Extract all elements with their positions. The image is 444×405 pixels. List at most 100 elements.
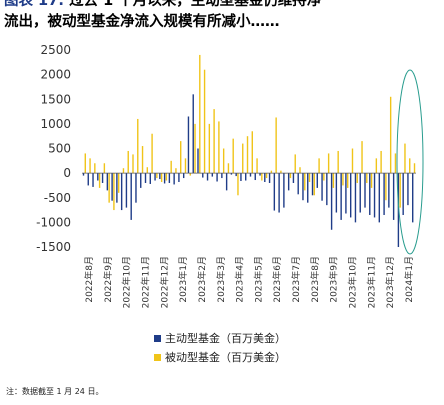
legend-label-passive: 被动型基金（百万美金） xyxy=(165,350,286,364)
passive-fund-bar xyxy=(141,146,144,174)
active-fund-bar xyxy=(197,148,199,174)
active-fund-bar xyxy=(221,173,223,179)
passive-fund-bar xyxy=(404,143,406,174)
footnote: 注：数据截至 1 月 24 日。 xyxy=(6,387,104,396)
active-fund-bar xyxy=(345,173,347,214)
passive-fund-bar xyxy=(84,153,86,174)
passive-fund-bar xyxy=(208,123,211,174)
active-fund-bar xyxy=(97,173,99,181)
x-tick-label: 2024年1月 xyxy=(403,256,415,303)
figure-label: 图表 17: xyxy=(4,0,65,9)
active-fund-bar xyxy=(144,173,147,183)
active-fund-bar xyxy=(249,173,252,177)
passive-fund-bar xyxy=(270,170,273,174)
active-fund-bar xyxy=(287,173,290,191)
active-fund-bar xyxy=(168,173,171,183)
passive-fund-bar xyxy=(361,141,363,174)
active-fund-bar xyxy=(130,173,132,220)
active-fund-bar xyxy=(364,173,366,208)
passive-fund-bar xyxy=(184,158,187,174)
active-fund-bar xyxy=(412,173,414,223)
x-tick-label: 2023年10月 xyxy=(347,256,359,308)
y-tick-label: 2500 xyxy=(40,43,71,57)
passive-fund-bar xyxy=(289,173,292,179)
legend-swatch-passive xyxy=(154,354,161,361)
active-fund-bar xyxy=(402,173,404,215)
passive-fund-bar xyxy=(199,54,201,174)
x-tick-label: 2022年12月 xyxy=(158,256,170,308)
active-fund-bar xyxy=(216,173,218,182)
y-tick-label: 1500 xyxy=(40,92,71,106)
passive-fund-bar xyxy=(117,173,120,193)
passive-fund-bar xyxy=(323,173,325,181)
x-tick-label: 2023年5月 xyxy=(252,256,264,303)
x-tick-label: 2023年4月 xyxy=(234,256,246,303)
passive-fund-bar xyxy=(237,173,239,196)
active-fund-bar xyxy=(149,173,151,184)
passive-fund-bar xyxy=(222,148,225,174)
passive-fund-bar xyxy=(137,118,139,174)
passive-fund-bar xyxy=(342,173,344,186)
x-tick-label: 2023年7月 xyxy=(290,256,302,303)
passive-fund-bar xyxy=(108,173,110,203)
x-tick-label: 2022年10月 xyxy=(121,256,133,308)
passive-fund-bar xyxy=(132,154,134,174)
x-tick-label: 2023年12月 xyxy=(384,256,396,308)
passive-fund-bar xyxy=(327,153,330,174)
passive-fund-bar xyxy=(170,160,172,174)
x-tick-label: 2023年8月 xyxy=(309,256,321,303)
highlight-ellipse xyxy=(396,69,424,255)
active-fund-bar xyxy=(349,173,352,218)
active-fund-bar xyxy=(92,173,94,187)
active-fund-bar xyxy=(240,173,242,182)
passive-fund-bar xyxy=(399,173,401,208)
passive-fund-bar xyxy=(370,173,373,188)
active-fund-bar xyxy=(182,173,185,179)
passive-fund-bar xyxy=(246,136,249,174)
active-fund-bar xyxy=(106,173,109,191)
passive-fund-bar xyxy=(175,168,177,174)
passive-fund-bar xyxy=(103,163,106,174)
active-fund-bar xyxy=(254,173,256,181)
x-tick-label: 2023年11月 xyxy=(365,256,377,308)
passive-fund-bar xyxy=(299,167,301,174)
passive-fund-bar xyxy=(242,143,244,174)
x-tick-label: 2023年9月 xyxy=(328,256,340,303)
passive-fund-bar xyxy=(146,167,149,174)
active-fund-bar xyxy=(311,173,314,196)
passive-fund-bar xyxy=(265,173,268,179)
active-fund-bar xyxy=(278,173,280,213)
passive-fund-bar xyxy=(122,168,125,174)
active-fund-bar xyxy=(245,173,247,181)
passive-fund-bar xyxy=(113,173,115,211)
active-fund-bar xyxy=(273,173,276,211)
x-tick-label: 2022年11月 xyxy=(139,256,151,308)
x-tick-label: 2023年1月 xyxy=(177,256,189,303)
active-fund-bar xyxy=(321,173,323,201)
active-fund-bar xyxy=(283,173,285,208)
active-fund-bar xyxy=(173,173,175,185)
active-fund-bar xyxy=(335,173,338,213)
active-fund-bar xyxy=(307,173,309,203)
active-fund-bar xyxy=(206,173,209,181)
active-fund-bar xyxy=(211,173,214,177)
passive-fund-bar xyxy=(94,163,96,174)
active-fund-bar xyxy=(264,173,266,182)
active-fund-bar xyxy=(259,173,261,176)
y-tick-label: 2000 xyxy=(40,68,71,82)
passive-fund-bar xyxy=(318,158,320,174)
legend-swatch-active xyxy=(154,335,161,342)
x-tick-label: 2023年2月 xyxy=(196,256,208,303)
passive-fund-bar xyxy=(308,173,311,182)
y-tick-label: 0 xyxy=(63,166,71,180)
passive-fund-bar xyxy=(347,173,349,188)
active-fund-bar xyxy=(297,173,299,195)
active-fund-bar xyxy=(154,173,156,181)
active-fund-bar xyxy=(101,173,104,183)
active-fund-bar xyxy=(202,173,204,178)
passive-fund-bar xyxy=(280,170,282,174)
active-fund-bar xyxy=(292,173,295,183)
fund-flow-chart: -1500 -1000 -500 0 500 1000 1500 2000 2500 2022年8… xyxy=(36,43,424,364)
active-fund-bar xyxy=(187,116,190,174)
title-line-1: 过去 1 个月以来，主动型基金仍维持净 xyxy=(69,0,322,9)
